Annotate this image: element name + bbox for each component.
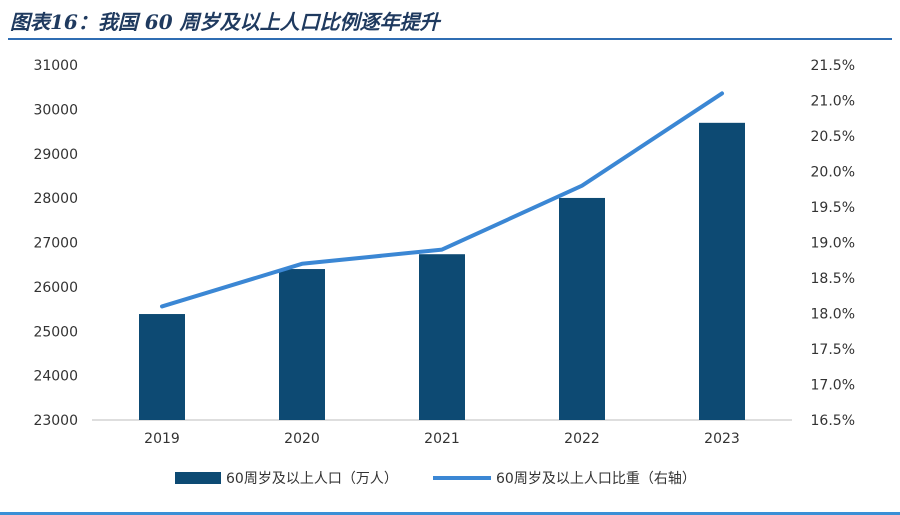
right-tick-label: 21.0% [811,94,855,110]
series-line [160,91,724,309]
left-tick-label: 26000 [33,280,78,296]
x-tick-label: 2020 [284,431,320,447]
bar-series [139,122,745,421]
chart-title: 图表16：我国 60 周岁及以上人口比例逐年提升 [10,10,440,34]
x-tick-label: 2023 [704,431,740,447]
bar [559,197,605,420]
right-tick-label: 19.5% [811,200,855,216]
bar [139,314,185,420]
legend: 60周岁及以上人口（万人） 60周岁及以上人口比重（右轴） [175,471,696,487]
right-tick-label: 18.5% [811,271,855,287]
legend-line-label: 60周岁及以上人口比重（右轴） [496,471,696,487]
left-tick-label: 28000 [33,191,78,207]
title-divider [8,38,892,40]
legend-bar-swatch [175,472,221,484]
right-tick-label: 16.5% [811,413,855,429]
left-tick-label: 25000 [33,324,78,340]
right-axis-ticks: 21.5% 21.0% 20.5% 20.0% 19.5% 19.0% 18.5% 18.0%… [811,58,855,429]
left-tick-label: 24000 [33,369,78,385]
x-axis-ticks: 2019 2020 2021 2022 2023 [144,431,740,447]
right-tick-label: 18.0% [811,307,855,323]
left-tick-label: 23000 [33,413,78,429]
left-tick-label: 30000 [33,102,78,118]
x-tick-label: 2019 [144,431,180,447]
legend-bar-label: 60周岁及以上人口（万人） [226,471,398,487]
bottom-divider [0,512,900,515]
line-series [160,91,724,309]
x-tick-label: 2022 [564,431,600,447]
x-tick-label: 2021 [424,431,460,447]
left-tick-label: 31000 [33,58,78,74]
left-axis-ticks: 31000 30000 29000 28000 27000 26000 25000 24000… [33,58,78,429]
right-tick-label: 21.5% [811,58,855,74]
left-tick-label: 29000 [33,147,78,163]
left-tick-label: 27000 [33,236,78,252]
right-tick-label: 20.5% [811,129,855,145]
bar [279,269,325,420]
right-tick-label: 17.5% [811,342,855,358]
bar [419,254,465,420]
right-tick-label: 19.0% [811,236,855,252]
right-tick-label: 20.0% [811,165,855,181]
bar [699,122,745,421]
right-tick-label: 17.0% [811,378,855,394]
